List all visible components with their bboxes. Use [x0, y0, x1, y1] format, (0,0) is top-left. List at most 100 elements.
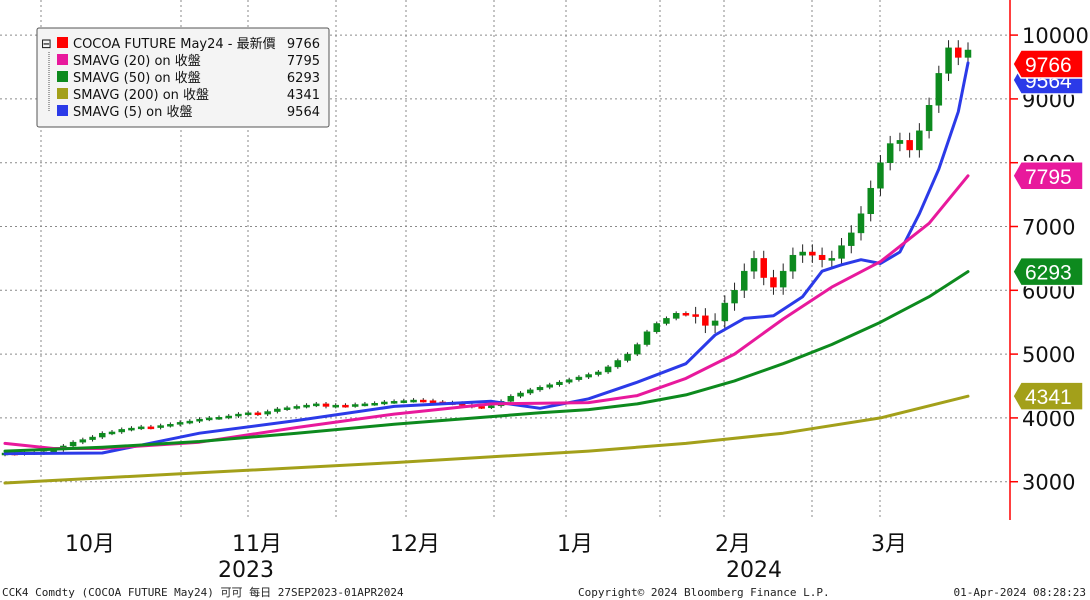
candle-body	[935, 73, 943, 106]
candle-body	[410, 399, 417, 403]
candle-body	[828, 258, 836, 261]
candle-body	[147, 426, 155, 430]
candle-body	[643, 331, 651, 345]
candle-body	[896, 140, 904, 144]
candle-body	[565, 379, 573, 383]
x-month-label: 1月	[557, 532, 593, 557]
x-year-label: 2024	[726, 558, 782, 583]
y-tick-label: 10000	[1022, 24, 1089, 48]
candle-body	[244, 412, 252, 416]
candle-body	[575, 376, 583, 380]
candle-body	[254, 412, 262, 416]
y-tick-label: 3000	[1022, 471, 1075, 495]
footer-timestamp: 01-Apr-2024 08:28:23	[954, 586, 1086, 599]
legend-item[interactable]: SMAVG (200) on 收盤 4341	[57, 88, 320, 103]
badge-label: 9766	[1025, 54, 1072, 77]
candle-body	[283, 407, 291, 410]
candle-body	[69, 441, 77, 447]
candle-body	[653, 323, 660, 333]
y-tick-label: 4000	[1022, 407, 1075, 431]
legend-value: 7795	[287, 54, 320, 69]
candle-body	[89, 436, 96, 440]
legend[interactable]: ⊟ COCOA FUTURE May24 - 最新價 9766 SMAVG (20)…	[36, 27, 330, 128]
legend-label: SMAVG (5) on 收盤	[73, 105, 193, 120]
candle-body	[137, 426, 145, 430]
legend-swatch	[57, 105, 68, 116]
legend-swatch	[57, 54, 68, 65]
badge-label: 7795	[1025, 166, 1072, 189]
candle-body	[595, 371, 602, 375]
candle-body	[546, 384, 553, 388]
badge-shape	[1012, 161, 1084, 191]
moving-average-lines	[3, 61, 970, 485]
badge-shape	[1012, 256, 1084, 287]
badge-shape	[1012, 381, 1084, 411]
legend-item[interactable]: SMAVG (20) on 收盤 7795	[57, 54, 320, 69]
candle-body	[721, 302, 729, 322]
candle-body	[225, 415, 232, 419]
series-line	[3, 394, 970, 485]
value-badge: 7795	[1012, 161, 1084, 191]
legend-value: 9766	[287, 37, 320, 52]
candle-body	[176, 422, 184, 425]
legend-item[interactable]: SMAVG (5) on 收盤 9564	[57, 105, 320, 120]
badge-label: 4341	[1025, 386, 1072, 409]
candle-body	[692, 314, 699, 317]
candle-body	[731, 290, 738, 304]
badge-label: 6293	[1025, 262, 1072, 285]
candle-body	[215, 417, 223, 420]
candle-body	[390, 401, 398, 404]
candle-body	[770, 277, 777, 288]
legend-item[interactable]: COCOA FUTURE May24 - 最新價 9766	[57, 36, 320, 52]
x-axis: 10月 11月 12月 1月 2月 3月 2023 2024	[65, 532, 907, 583]
candle-body	[351, 404, 359, 407]
candle-body	[955, 47, 962, 58]
y-tick-label: 7000	[1022, 216, 1075, 240]
candle-body	[877, 162, 884, 189]
series-line	[3, 174, 970, 450]
y-tick-label: 5000	[1022, 343, 1075, 367]
series-line	[3, 61, 970, 456]
value-badge: 4341	[1012, 381, 1084, 411]
candle-body	[838, 245, 845, 259]
candle-body	[167, 424, 174, 427]
candle-body	[867, 187, 874, 214]
candle-body	[303, 404, 310, 408]
legend-swatch	[57, 88, 68, 99]
legend-swatch	[57, 37, 68, 48]
grid-lines	[0, 0, 1010, 520]
candle-body	[400, 400, 408, 403]
candle-body	[517, 392, 524, 397]
candle-body	[750, 258, 758, 272]
legend-label: SMAVG (200) on 收盤	[73, 88, 209, 103]
candle-body	[789, 254, 797, 272]
footer-copyright: Copyright© 2024 Bloomberg Finance L.P.	[578, 586, 830, 599]
x-month-label: 11月	[232, 532, 282, 557]
legend-value: 6293	[287, 71, 320, 86]
x-month-label: 3月	[871, 532, 907, 557]
candle-body	[488, 405, 495, 409]
candle-body	[702, 315, 709, 326]
series-line	[3, 270, 970, 453]
candle-body	[799, 251, 806, 256]
candle-body	[313, 403, 320, 407]
legend-collapse-icon[interactable]: ⊟	[41, 37, 52, 52]
candle-body	[527, 389, 534, 394]
candle-body	[672, 313, 680, 319]
legend-label: SMAVG (20) on 收盤	[73, 54, 201, 69]
candle-body	[332, 404, 339, 408]
candle-body	[128, 427, 135, 431]
candle-body	[585, 374, 592, 378]
candle-body	[264, 411, 271, 415]
candle-body	[429, 400, 437, 403]
legend-value: 9564	[287, 105, 320, 120]
candle-body	[711, 320, 719, 326]
candle-body	[235, 413, 242, 417]
candle-body	[157, 425, 164, 428]
candle-body	[809, 251, 816, 256]
candle-body	[118, 429, 125, 433]
legend-value: 4341	[287, 88, 320, 103]
candle-body	[614, 360, 622, 368]
legend-item[interactable]: SMAVG (50) on 收盤 6293	[57, 71, 320, 86]
